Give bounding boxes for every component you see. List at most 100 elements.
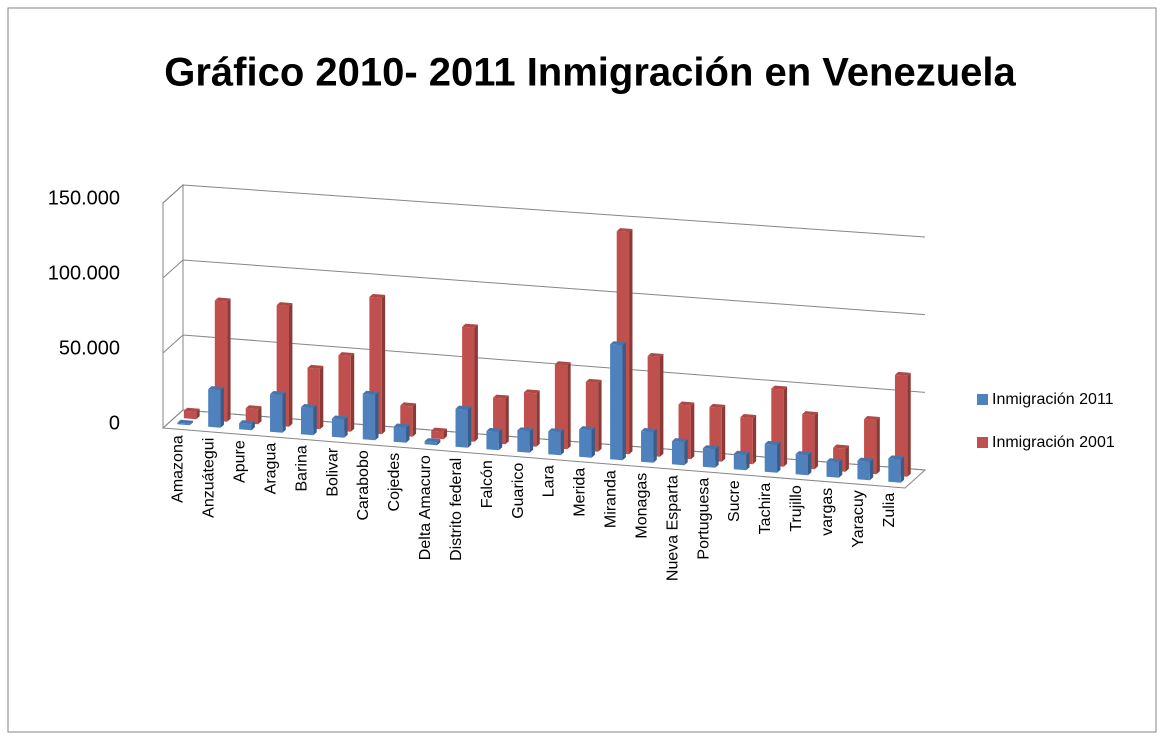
x-tick-label: Miranda [603, 470, 620, 528]
bar-side [319, 365, 324, 430]
bar-top [245, 405, 262, 410]
bar-side [900, 456, 905, 483]
bar-side [258, 406, 262, 425]
bar-top [579, 426, 595, 431]
x-tick-label: Lara [541, 465, 558, 497]
bar-side [838, 459, 843, 478]
bar-side [659, 353, 664, 457]
bar-top [864, 416, 880, 421]
bar-side [777, 441, 781, 473]
legend-swatch [977, 437, 988, 448]
bar [857, 460, 870, 481]
bar-top [616, 228, 633, 233]
bar-top [362, 390, 379, 395]
x-tick-label: Trujillo [788, 485, 805, 532]
bar [245, 408, 259, 425]
bar-side [752, 415, 757, 465]
bar [894, 374, 908, 477]
bar-side [598, 379, 602, 452]
x-tick-label: Anzuátegui [201, 438, 218, 518]
chart-title: Gráfico 2010- 2011 Inmigración en Venezu… [164, 51, 1016, 95]
bar-top [183, 407, 200, 412]
x-tick-label: Yaracuy [850, 490, 867, 548]
bar-top [486, 427, 503, 432]
bar [826, 461, 839, 478]
bar-side [567, 362, 571, 450]
bar [610, 344, 623, 461]
bar-side [505, 395, 509, 445]
bar-top [493, 394, 509, 399]
bar-top [585, 378, 602, 383]
bar-side [288, 303, 293, 427]
bar-side [313, 405, 317, 436]
bar [641, 431, 654, 463]
x-tick-label: Barina [293, 445, 310, 491]
bar [177, 422, 190, 426]
bar-top [208, 386, 224, 391]
bar [270, 394, 283, 433]
x-tick-label: Zulia [881, 493, 898, 528]
bar-top [462, 323, 478, 328]
grid-line [162, 334, 926, 393]
bar-top [239, 420, 255, 425]
bar-top [517, 427, 534, 432]
y-tick-label: 50.000 [59, 337, 120, 359]
bar-top [307, 364, 324, 369]
bar-top [214, 297, 231, 302]
bar [702, 448, 716, 468]
bar [183, 410, 197, 420]
bar-side [189, 420, 194, 426]
bar-side [721, 404, 726, 462]
bar-side [783, 386, 788, 467]
bar-top [709, 403, 726, 408]
bar-top [270, 391, 286, 396]
x-tick-label: Portuguesa [695, 478, 712, 560]
bar-top [802, 411, 818, 416]
bar-side [622, 342, 626, 461]
bar-top [455, 405, 472, 410]
bar [300, 407, 314, 436]
bar [455, 408, 468, 448]
bar-top [671, 438, 688, 443]
x-tick-label: Distrito federal [448, 458, 465, 561]
bar-top [740, 414, 757, 419]
x-tick-label: Monagas [633, 473, 650, 539]
bar-side [406, 424, 410, 443]
bar [548, 431, 561, 456]
bar-side [869, 458, 874, 481]
y-tick-label: 0 [109, 412, 120, 434]
bar [331, 418, 345, 438]
bar-top [795, 451, 812, 456]
bar-side [536, 390, 540, 447]
bar-top [733, 450, 750, 455]
x-tick-label: Falcón [479, 460, 496, 508]
bar-top [424, 438, 441, 443]
bar-top [678, 401, 695, 406]
bar-top [764, 440, 781, 445]
bar-side [715, 446, 719, 468]
x-tick-label: Apure [232, 440, 249, 483]
bar-side [220, 387, 224, 428]
bar-side [443, 428, 447, 440]
x-tick-label: Nueva Esparta [664, 475, 681, 581]
bar-side [807, 452, 812, 476]
y-tick-label: 100.000 [48, 262, 120, 284]
bar-side [344, 416, 348, 438]
bar-side [412, 403, 417, 437]
legend-swatch [977, 394, 988, 405]
x-tick-label: Tachira [757, 483, 774, 535]
bar-side [876, 416, 880, 475]
bar-side [746, 451, 750, 471]
bar-top [888, 455, 905, 460]
legend-label: Inmigración 2001 [992, 434, 1115, 451]
bar [733, 453, 747, 471]
bar [486, 430, 499, 451]
bar [393, 426, 407, 443]
bar-side [591, 427, 595, 458]
chart-border [7, 7, 1157, 733]
bar-side [375, 391, 379, 441]
bar [579, 429, 592, 458]
x-tick-label: Delta Amacuro [417, 455, 434, 560]
bar-top [826, 458, 843, 463]
bar-top [523, 389, 540, 394]
